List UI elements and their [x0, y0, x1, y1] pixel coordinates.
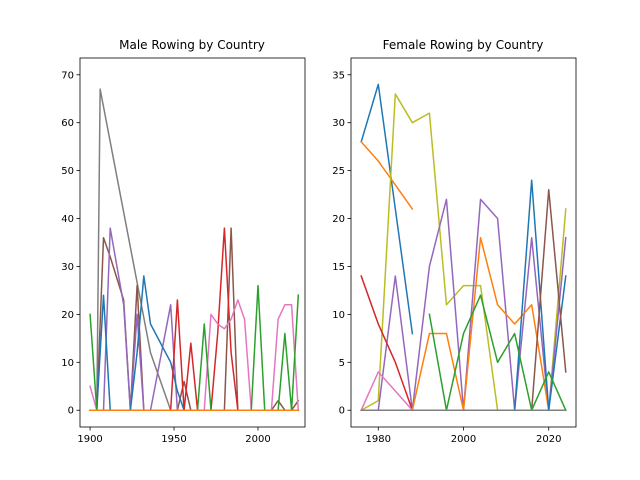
y-tick-label: 0 — [68, 406, 74, 417]
x-tick-label: 1980 — [366, 434, 391, 445]
axes-frame — [79, 57, 306, 428]
male-chart-title: Male Rowing by Country — [119, 38, 265, 52]
x-tick-label: 1950 — [161, 434, 186, 445]
x-tick-label: 1900 — [77, 434, 102, 445]
y-tick-label: 10 — [332, 310, 345, 321]
male-rowing-chart: Male Rowing by Country 1900 1950 2000 0 10 20… — [61, 38, 306, 445]
series-line-1 — [360, 140, 414, 210]
series-group — [360, 83, 567, 412]
x-tick-label: 2000 — [451, 434, 476, 445]
y-tick-label: 30 — [332, 118, 345, 129]
series-line-8 — [428, 294, 567, 412]
female-chart-title: Female Rowing by Country — [383, 38, 544, 52]
y-tick-label: 50 — [61, 166, 74, 177]
y-tick-label: 15 — [332, 262, 345, 273]
female-rowing-chart: Female Rowing by Country 1980 2000 2020 0 5 1… — [332, 38, 577, 445]
series-line-5 — [411, 236, 567, 412]
y-tick-label: 40 — [61, 214, 74, 225]
y-tick-label: 35 — [332, 70, 345, 81]
y-tick-label: 20 — [332, 214, 345, 225]
y-tick-label: 60 — [61, 118, 74, 129]
y-tick-label: 20 — [61, 310, 74, 321]
y-tick-label: 70 — [61, 70, 74, 81]
series-line-0 — [360, 83, 414, 335]
y-tick-label: 10 — [61, 358, 74, 369]
y-tick-label: 5 — [339, 358, 345, 369]
x-tick-label: 2020 — [536, 434, 561, 445]
y-tick-label: 30 — [61, 262, 74, 273]
y-tick-label: 25 — [332, 166, 345, 177]
y-tick-label: 0 — [339, 406, 345, 417]
x-tick-label: 2000 — [245, 434, 270, 445]
series-group — [89, 88, 300, 412]
series-line-4 — [360, 275, 414, 412]
